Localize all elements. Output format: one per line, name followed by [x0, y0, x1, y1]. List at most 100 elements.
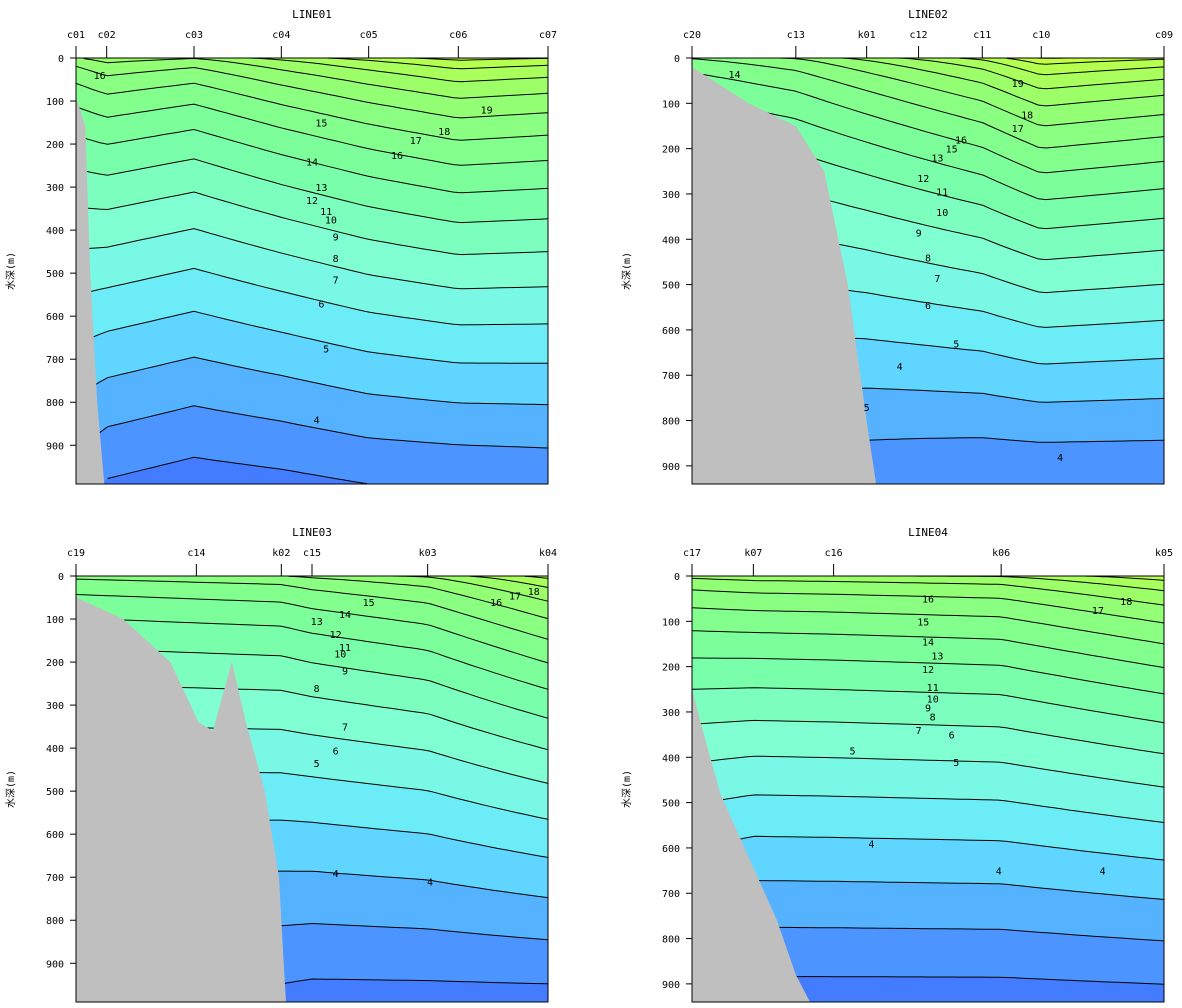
station-label: c20 — [683, 30, 701, 41]
y-tick-label: 600 — [46, 312, 64, 323]
contour-label: 5 — [953, 758, 959, 769]
contour-label: 14 — [728, 70, 740, 81]
contour-label: 13 — [931, 154, 943, 165]
chart-title: LINE04 — [908, 526, 948, 539]
contour-label: 13 — [931, 651, 943, 662]
contour-label: 18 — [528, 587, 540, 598]
contour-label: 15 — [946, 145, 958, 156]
y-tick-label: 100 — [46, 97, 64, 108]
station-label: k01 — [858, 30, 876, 41]
y-tick-label: 900 — [662, 980, 680, 991]
contour-label: 17 — [1092, 606, 1104, 617]
contour-label: 8 — [925, 253, 931, 264]
contour-label: 13 — [315, 183, 327, 194]
y-tick-label: 300 — [662, 190, 680, 201]
y-tick-label: 700 — [662, 371, 680, 382]
y-axis-label: 水深(m) — [5, 252, 17, 290]
y-tick-label: 600 — [46, 830, 64, 841]
contour-label: 6 — [333, 746, 339, 757]
contour-label: 18 — [438, 127, 450, 138]
contour-label: 16 — [490, 598, 502, 609]
y-tick-label: 0 — [674, 54, 680, 65]
contour-label: 4 — [427, 878, 433, 889]
station-label: c19 — [67, 548, 85, 559]
station-label: c07 — [539, 30, 557, 41]
station-label: c12 — [910, 30, 928, 41]
y-tick-label: 300 — [662, 708, 680, 719]
contour-label: 7 — [342, 723, 348, 734]
y-tick-label: 400 — [662, 753, 680, 764]
station-label: c15 — [303, 548, 321, 559]
contour-label: 4 — [333, 869, 339, 880]
y-tick-label: 200 — [46, 658, 64, 669]
y-tick-label: 900 — [662, 462, 680, 473]
contour-label: 13 — [311, 617, 323, 628]
y-tick-label: 300 — [46, 701, 64, 712]
contour-label: 5 — [849, 747, 855, 758]
contour-label: 14 — [339, 610, 351, 621]
y-tick-label: 100 — [662, 617, 680, 628]
y-tick-label: 700 — [662, 889, 680, 900]
contour-label: 6 — [925, 301, 931, 312]
station-label: k06 — [992, 548, 1010, 559]
contour-label: 17 — [1012, 124, 1024, 135]
contour-label: 18 — [1021, 111, 1033, 122]
contour-label: 4 — [1057, 453, 1063, 464]
y-tick-label: 500 — [662, 281, 680, 292]
station-label: c17 — [683, 548, 701, 559]
contour-label: 7 — [934, 274, 940, 285]
y-tick-label: 0 — [58, 54, 64, 65]
station-label: k05 — [1155, 548, 1173, 559]
station-label: c13 — [787, 30, 805, 41]
contour-label: 15 — [363, 598, 375, 609]
y-tick-label: 300 — [46, 183, 64, 194]
y-tick-label: 600 — [662, 844, 680, 855]
y-tick-label: 800 — [46, 916, 64, 927]
station-label: k07 — [744, 548, 762, 559]
contour-label: 10 — [936, 208, 948, 219]
chart-title: LINE02 — [908, 8, 948, 21]
contour-label: 5 — [864, 403, 870, 414]
y-tick-label: 900 — [46, 959, 64, 970]
contour-label: 9 — [342, 667, 348, 678]
station-label: k04 — [539, 548, 557, 559]
contour-label: 4 — [996, 867, 1002, 878]
contour-label: 7 — [333, 276, 339, 287]
y-tick-label: 200 — [662, 663, 680, 674]
y-axis-label: 水深(m) — [621, 252, 633, 290]
contour-label: 19 — [481, 106, 493, 117]
y-tick-label: 0 — [674, 572, 680, 583]
y-tick-label: 400 — [662, 235, 680, 246]
contour-label: 4 — [1100, 867, 1106, 878]
station-label: c11 — [973, 30, 991, 41]
y-tick-label: 700 — [46, 873, 64, 884]
contour-label: 10 — [325, 215, 337, 226]
contour-label: 4 — [897, 362, 903, 373]
station-label: c02 — [98, 30, 116, 41]
station-label: c06 — [449, 30, 467, 41]
y-tick-label: 700 — [46, 355, 64, 366]
contour-label: 9 — [333, 233, 339, 244]
contour-label: 11 — [936, 188, 948, 199]
contour-label: 8 — [930, 713, 936, 724]
contour-label: 15 — [315, 119, 327, 130]
y-tick-label: 400 — [46, 744, 64, 755]
y-tick-label: 800 — [46, 398, 64, 409]
contour-label: 10 — [334, 650, 346, 661]
y-tick-label: 100 — [662, 99, 680, 110]
contour-label: 7 — [916, 726, 922, 737]
y-axis: 0 100 200 300 400 500 600 700 800 900 — [662, 54, 692, 473]
y-tick-label: 600 — [662, 326, 680, 337]
contour-label: 4 — [868, 839, 874, 850]
y-tick-label: 0 — [58, 572, 64, 583]
contour-label: 12 — [917, 174, 929, 185]
y-tick-label: 200 — [662, 145, 680, 156]
contour-label: 16 — [94, 71, 106, 82]
station-label: c16 — [825, 548, 843, 559]
y-tick-label: 800 — [662, 417, 680, 428]
